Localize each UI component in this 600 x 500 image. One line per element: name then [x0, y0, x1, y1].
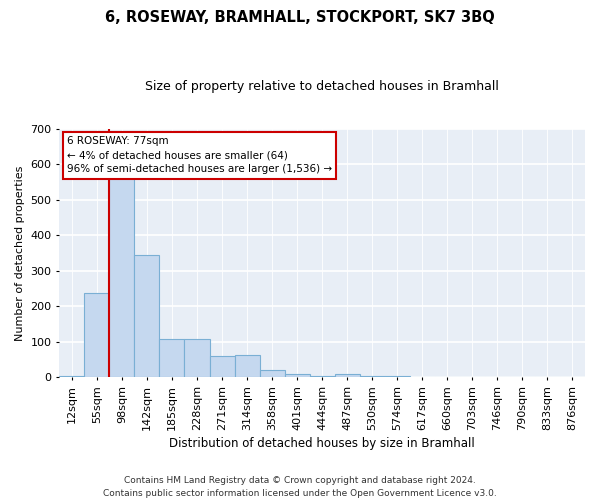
Text: 6 ROSEWAY: 77sqm
← 4% of detached houses are smaller (64)
96% of semi-detached h: 6 ROSEWAY: 77sqm ← 4% of detached houses…	[67, 136, 332, 174]
Bar	[85, 293, 109, 378]
Bar	[59, 376, 85, 378]
Text: Contains HM Land Registry data © Crown copyright and database right 2024.
Contai: Contains HM Land Registry data © Crown c…	[103, 476, 497, 498]
Bar	[184, 339, 209, 378]
Text: 6, ROSEWAY, BRAMHALL, STOCKPORT, SK7 3BQ: 6, ROSEWAY, BRAMHALL, STOCKPORT, SK7 3BQ	[105, 10, 495, 25]
Title: Size of property relative to detached houses in Bramhall: Size of property relative to detached ho…	[145, 80, 499, 93]
Bar	[360, 376, 385, 378]
Bar	[560, 376, 585, 378]
Bar	[435, 376, 460, 378]
Y-axis label: Number of detached properties: Number of detached properties	[15, 166, 25, 341]
Bar	[385, 376, 410, 378]
Bar	[109, 168, 134, 378]
Bar	[235, 356, 260, 378]
Bar	[335, 374, 360, 378]
Bar	[410, 376, 435, 378]
X-axis label: Distribution of detached houses by size in Bramhall: Distribution of detached houses by size …	[169, 437, 475, 450]
Bar	[134, 255, 160, 378]
Bar	[310, 376, 335, 378]
Bar	[160, 340, 184, 378]
Bar	[209, 356, 235, 378]
Bar	[260, 370, 284, 378]
Bar	[284, 374, 310, 378]
